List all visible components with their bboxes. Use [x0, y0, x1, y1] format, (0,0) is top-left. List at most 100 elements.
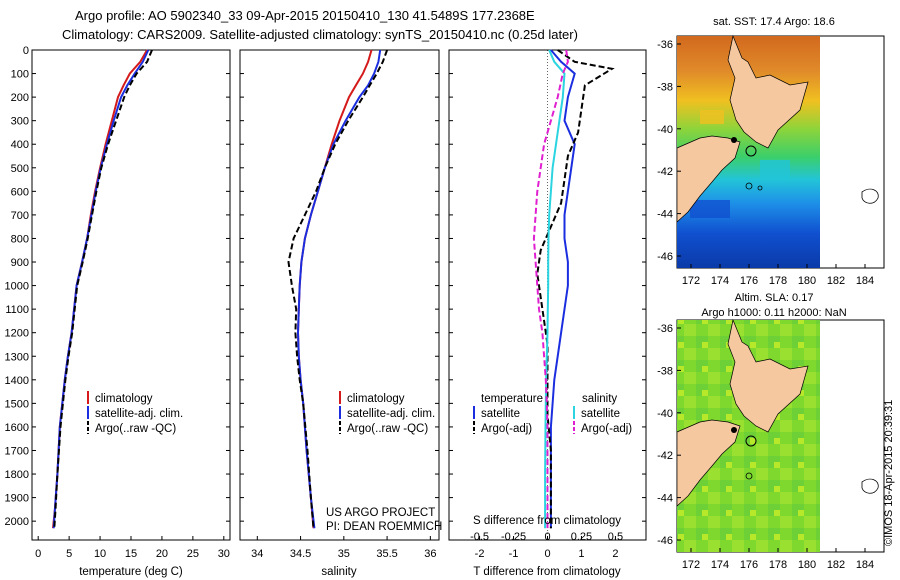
map-lon-tick-label: 178 [769, 559, 787, 571]
x-tick-label: 1 [578, 548, 584, 560]
legend-label: climatology [347, 393, 405, 405]
map-lon-tick-label: 174 [711, 559, 729, 571]
south-island-land [676, 135, 741, 223]
south-island-land [676, 419, 741, 507]
sst-map: sat. SST: 17.4 Argo: 18.6 [676, 16, 885, 269]
legend-heading-salinity: salinity [582, 393, 617, 405]
x-tick-label: 30 [218, 548, 230, 560]
series-line-argorawqc [53, 49, 153, 529]
legend-label: Argo(..raw -QC) [347, 423, 428, 435]
legend-label: climatology [95, 393, 153, 405]
x-tick-label: 0 [544, 548, 550, 560]
map-lat-tick-label: -36 [657, 323, 673, 335]
t-difference-xlabel: T difference from climatology [473, 566, 620, 578]
series-line-satellite [544, 49, 566, 529]
x-tick-label: 10 [94, 548, 106, 560]
map-lon-tick-label: 180 [798, 559, 816, 571]
sla-map-title-2: Argo h1000: 0.11 h2000: NaN [701, 307, 846, 319]
north-island-land [727, 318, 809, 433]
legend-label: Argo(..raw -QC) [95, 423, 176, 435]
figure-title-line1: Argo profile: AO 5902340_33 09-Apr-2015 … [75, 8, 535, 23]
y-tick-label: 1000 [5, 281, 29, 293]
y-tick-label: 200 [11, 92, 29, 104]
legend-label: satellite-adj. clim. [347, 408, 435, 420]
salinity-legend: climatology satellite-adj. clim. Argo(..… [339, 391, 435, 435]
x-tick-label: 0 [35, 548, 41, 560]
map-lat-tick-label: -46 [657, 535, 673, 547]
sla-map-title-1: Altim. SLA: 0.17 [735, 292, 814, 304]
x-tick-label: -1 [509, 548, 519, 560]
x2-tick-label: 0.25 [571, 531, 592, 543]
map-lon-tick-label: 176 [740, 559, 758, 571]
x-tick-label: 15 [125, 548, 137, 560]
figure-title-line2: Climatology: CARS2009. Satellite-adjuste… [62, 27, 578, 42]
y-tick-label: 1700 [5, 445, 29, 457]
legend-heading-temperature: temperature [481, 393, 543, 405]
y-tick-label: 1900 [5, 493, 29, 505]
sst-map-title: sat. SST: 17.4 Argo: 18.6 [713, 16, 835, 28]
y-tick-label: 500 [11, 163, 29, 175]
map-lat-tick-label: -40 [657, 408, 673, 420]
map-lat-tick-label: -42 [657, 450, 673, 462]
legend-label: satellite-adj. clim. [95, 408, 183, 420]
map-lon-tick-label: 174 [711, 275, 729, 287]
salinity-xlabel: salinity [321, 566, 356, 578]
x-tick-label: 36 [424, 548, 436, 560]
x-tick-label: 2 [612, 548, 618, 560]
footer-timestamp: ©IMOS 18-Apr-2015 20:39:31 [883, 400, 895, 546]
temperature-panel-frame [31, 49, 231, 541]
map-lat-tick-label: -38 [657, 81, 673, 93]
y-tick-label: 900 [11, 257, 29, 269]
series-line-satellite [549, 49, 576, 529]
salinity-panel-frame [239, 49, 440, 541]
legend-label: Argo(-adj) [581, 423, 632, 435]
series-line-climatology [52, 49, 148, 529]
x2-tick-label: -0.25 [501, 531, 526, 543]
map-lon-tick-label: 184 [856, 275, 874, 287]
x2-tick-label: 0.5 [608, 531, 623, 543]
x-tick-label: 34 [251, 548, 263, 560]
map-lat-tick-label: -42 [657, 166, 673, 178]
x-tick-label: 25 [187, 548, 199, 560]
y-tick-label: 300 [11, 116, 29, 128]
series-line-argoadj [536, 49, 615, 529]
sla-map: Altim. SLA: 0.17 Argo h1000: 0.11 h2000:… [676, 292, 885, 553]
series-line-satelliteadjclim [52, 49, 150, 529]
map-lat-tick-label: -40 [657, 124, 673, 136]
s-difference-xlabel: S difference from climatology [473, 515, 621, 527]
map-lat-tick-label: -38 [657, 365, 673, 377]
temperature-xlabel: temperature (deg C) [79, 566, 183, 578]
map-lon-tick-label: 182 [827, 275, 845, 287]
legend-label: satellite [581, 408, 620, 420]
map-lon-tick-label: 172 [682, 275, 700, 287]
y-tick-label: 1400 [5, 375, 29, 387]
y-tick-label: 1100 [5, 304, 29, 316]
x-tick-label: 34.5 [290, 548, 311, 560]
legend-label: Argo(-adj) [481, 423, 532, 435]
argo-float-marker [745, 145, 757, 157]
y-tick-label: 1500 [5, 398, 29, 410]
pi-label: PI: DEAN ROEMMICH [326, 521, 442, 533]
x-tick-label: 35.5 [376, 548, 397, 560]
y-tick-label: 1800 [5, 469, 29, 481]
map-lat-tick-label: -44 [657, 493, 673, 505]
map-lon-tick-label: 178 [769, 275, 787, 287]
map-lon-tick-label: 180 [798, 275, 816, 287]
y-tick-label: 700 [11, 210, 29, 222]
temperature-legend: climatology satellite-adj. clim. Argo(..… [87, 391, 183, 435]
map-lat-tick-label: -36 [657, 39, 673, 51]
map-lat-tick-label: -44 [657, 209, 673, 221]
project-label: US ARGO PROJECT [326, 507, 435, 519]
north-island-land [727, 34, 809, 149]
series-line-argorawqc [287, 49, 389, 529]
map-lat-tick-label: -46 [657, 251, 673, 263]
map-lon-tick-label: 184 [856, 559, 874, 571]
y-tick-label: 800 [11, 233, 29, 245]
y-tick-label: 1600 [5, 422, 29, 434]
map-lon-tick-label: 172 [682, 559, 700, 571]
x-tick-label: 5 [66, 548, 72, 560]
y-tick-label: 1300 [5, 351, 29, 363]
y-tick-label: 600 [11, 186, 29, 198]
x-tick-label: 35 [338, 548, 350, 560]
